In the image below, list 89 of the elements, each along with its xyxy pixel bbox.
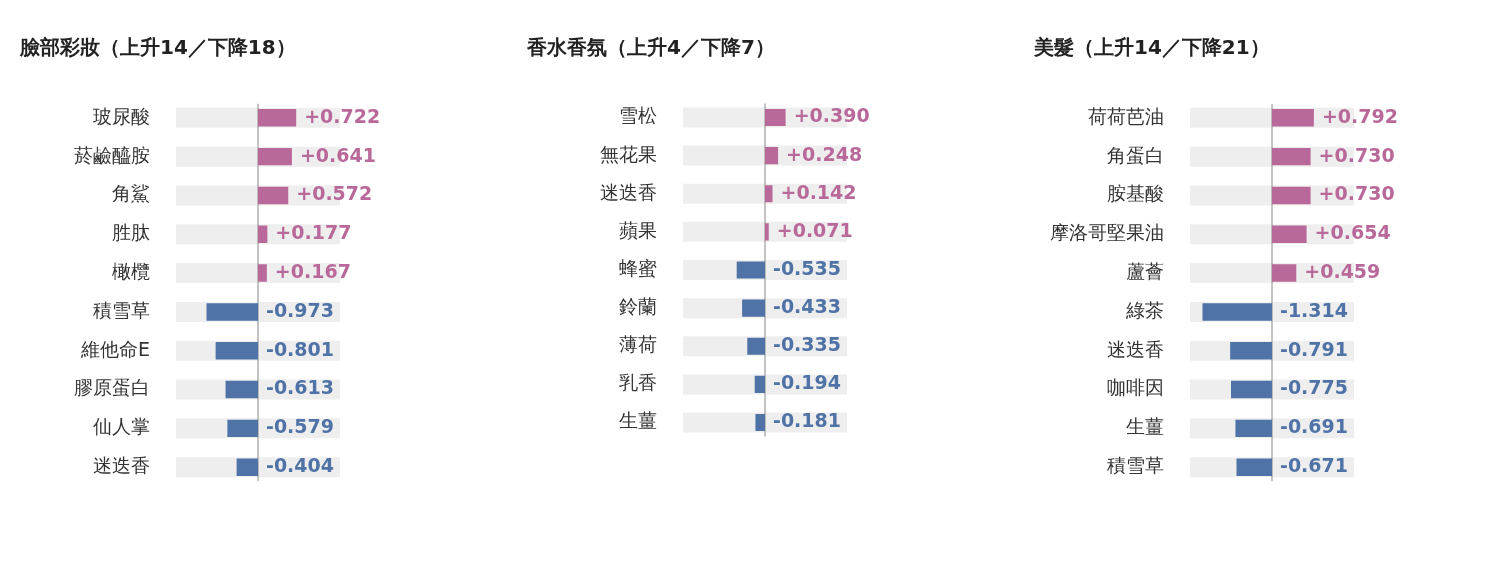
bar — [1272, 108, 1314, 127]
y-tick-label: 荷荷芭油 — [1088, 104, 1164, 127]
bar — [258, 147, 292, 165]
bar — [236, 458, 258, 476]
bar — [206, 302, 258, 321]
data-label: -0.973 — [266, 298, 334, 321]
bar — [742, 299, 765, 317]
data-label: -0.579 — [266, 414, 334, 437]
y-tick-label: 雪松 — [619, 104, 657, 126]
data-label: -0.613 — [266, 376, 334, 399]
y-tick-label: 仙人掌 — [93, 414, 150, 437]
data-label: +0.167 — [274, 259, 351, 282]
data-label: +0.459 — [1304, 259, 1381, 282]
data-label: +0.572 — [296, 181, 373, 204]
data-label: -0.335 — [773, 332, 841, 355]
bar — [755, 413, 765, 431]
data-label: +0.071 — [776, 218, 853, 241]
data-label: -0.801 — [266, 337, 334, 360]
y-tick-label: 無花果 — [600, 142, 657, 165]
bar — [227, 419, 258, 437]
y-tick-label: 角蛋白 — [1107, 143, 1164, 166]
bar — [1235, 419, 1272, 437]
data-label: -0.671 — [1280, 453, 1348, 476]
data-label: -0.194 — [773, 370, 841, 393]
y-tick-label: 薄荷 — [619, 332, 657, 355]
bar — [1272, 186, 1311, 204]
bar — [1236, 458, 1272, 476]
data-label: +0.792 — [1321, 104, 1398, 127]
bar — [765, 146, 779, 164]
y-tick-label: 蘋果 — [619, 218, 657, 241]
data-label: -0.535 — [773, 256, 841, 279]
data-label: +0.722 — [304, 104, 381, 127]
data-label: +0.730 — [1318, 181, 1395, 204]
y-tick-label: 積雪草 — [1107, 453, 1164, 476]
data-label: -0.691 — [1280, 414, 1348, 437]
y-tick-label: 蘆薈 — [1126, 259, 1164, 282]
bar — [754, 375, 765, 393]
bar — [1231, 380, 1272, 398]
data-label: +0.390 — [793, 104, 870, 126]
data-label: +0.641 — [299, 143, 376, 166]
y-tick-label: 迷迭香 — [1107, 337, 1164, 360]
data-label: -0.404 — [266, 453, 334, 476]
bar — [225, 380, 258, 398]
bar — [765, 184, 773, 202]
bar — [736, 261, 765, 279]
bar — [765, 108, 786, 126]
data-label: -0.791 — [1280, 337, 1348, 360]
y-tick-label: 胜肽 — [112, 220, 150, 243]
data-label: -0.433 — [773, 294, 841, 317]
y-tick-label: 乳香 — [619, 370, 657, 393]
bar — [258, 108, 297, 127]
y-tick-label: 角鯊 — [112, 181, 150, 204]
bar — [765, 222, 769, 241]
data-label: +0.142 — [780, 180, 857, 203]
data-label: -1.314 — [1280, 298, 1348, 321]
y-tick-label: 迷迭香 — [600, 180, 657, 203]
bar — [215, 341, 258, 360]
chart-title: 臉部彩妝（上升14／下降18） — [20, 34, 296, 61]
y-tick-label: 玻尿酸 — [93, 104, 150, 127]
bar — [258, 186, 289, 204]
data-label: -0.181 — [773, 409, 841, 432]
chart-title: 美髮（上升14／下降21） — [1034, 34, 1270, 61]
bar — [1272, 225, 1307, 243]
bar — [258, 225, 268, 243]
bar — [1272, 263, 1297, 282]
y-tick-label: 迷迭香 — [93, 453, 150, 476]
y-tick-label: 摩洛哥堅果油 — [1050, 220, 1164, 243]
data-label: -0.775 — [1280, 376, 1348, 399]
y-tick-label: 鈴蘭 — [619, 294, 657, 317]
bar — [747, 337, 765, 355]
data-label: +0.730 — [1318, 143, 1395, 166]
y-tick-label: 橄欖 — [112, 259, 150, 282]
y-tick-label: 生薑 — [619, 409, 657, 432]
data-label: +0.654 — [1314, 220, 1391, 243]
bar — [1230, 341, 1272, 360]
y-tick-label: 咖啡因 — [1107, 376, 1164, 399]
y-tick-label: 積雪草 — [93, 298, 150, 321]
chart-title: 香水香氛（上升4／下降7） — [527, 34, 775, 61]
y-tick-label: 維他命E — [79, 337, 150, 360]
y-tick-label: 蜂蜜 — [619, 256, 657, 279]
data-label: +0.248 — [786, 142, 863, 165]
data-label: +0.177 — [275, 220, 352, 243]
bar — [258, 263, 267, 282]
y-tick-label: 胺基酸 — [1107, 181, 1164, 204]
y-tick-label: 菸鹼醯胺 — [74, 143, 150, 166]
y-tick-label: 綠茶 — [1125, 298, 1164, 321]
y-tick-label: 生薑 — [1126, 414, 1164, 437]
bar — [1272, 147, 1311, 165]
y-tick-label: 膠原蛋白 — [74, 376, 150, 399]
